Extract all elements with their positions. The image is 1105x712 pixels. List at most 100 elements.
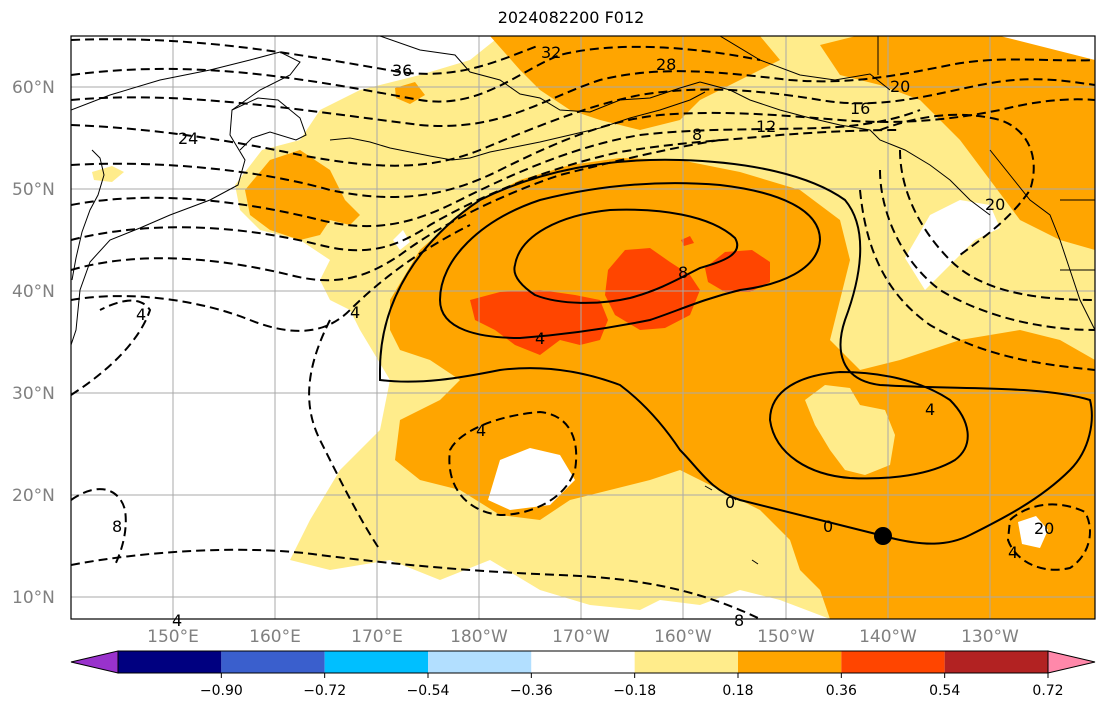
contour-8-sw <box>71 488 127 566</box>
contour-label: 20 <box>890 77 910 96</box>
contour-label: 20 <box>985 195 1005 214</box>
contour-ne-2 <box>879 169 1095 331</box>
contour-label: 12 <box>756 117 776 136</box>
contour-4-west <box>71 224 471 332</box>
coast-canada-border <box>877 36 1095 271</box>
coast-asia <box>71 51 301 346</box>
contour-label: 28 <box>656 55 676 74</box>
colorbar-segment <box>944 651 1048 673</box>
contour-16 <box>71 109 921 228</box>
contour-label: 4 <box>1008 543 1018 562</box>
colorbar-segment <box>841 651 945 673</box>
colorbar-tick-label: −0.36 <box>510 683 553 699</box>
colorbar-extend-high <box>1047 650 1096 674</box>
coast-japan <box>71 149 105 281</box>
contour-label: 8 <box>734 611 744 630</box>
contour-label-group: 36 32 28 24 20 16 12 8 8 4 4 0 0 4 4 4 4… <box>112 43 1054 630</box>
coast-na-west <box>989 149 1095 331</box>
colorbar-tick-label: 0.72 <box>1032 683 1063 699</box>
lon-axis: 150°E 160°E 170°E 180°W 170°W 160°W 150°… <box>147 627 1019 647</box>
contour-label: 36 <box>392 61 412 80</box>
contour-ne-1 <box>899 149 1095 301</box>
lat-label: 60°N <box>12 78 55 98</box>
colorbar-tick-label: −0.90 <box>200 683 243 699</box>
lon-label: 170°E <box>351 627 403 647</box>
colorbar-tick-label: −0.54 <box>407 683 450 699</box>
contour-label: 4 <box>535 329 545 348</box>
map-frame <box>70 35 1096 620</box>
coast-alaska-west <box>379 36 701 113</box>
lon-label: 170°W <box>552 627 610 647</box>
contour-label: 8 <box>112 517 122 536</box>
map-title: 2024082200 F012 <box>497 8 645 27</box>
shade-yellow-island-1 <box>805 385 895 475</box>
shade-orange-west <box>245 150 360 240</box>
contour-8-south <box>71 548 761 619</box>
colorbar-tick-label: 0.36 <box>826 683 857 699</box>
lat-axis: 60°N 50°N 40°N 30°N 20°N 10°N <box>12 78 55 608</box>
shade-orange-north <box>490 36 780 130</box>
shade-red-4 <box>681 236 694 246</box>
contour-label: 4 <box>476 421 486 440</box>
storm-center-marker <box>874 527 892 545</box>
contour-0 <box>379 158 1093 545</box>
contour-8-inner <box>513 208 739 304</box>
lat-label: 30°N <box>12 384 55 404</box>
contour-label: 0 <box>823 517 833 536</box>
colorbar-segment <box>531 651 635 673</box>
contour-label: 4 <box>136 305 146 324</box>
contour-label: 24 <box>178 129 198 148</box>
shade-white-hole-3 <box>1018 516 1048 548</box>
contour-label: 4 <box>172 611 182 630</box>
contour-label: 16 <box>850 99 870 118</box>
contour-32 <box>71 45 761 103</box>
shade-orange-main <box>390 158 1095 619</box>
lon-label: 150°E <box>147 627 199 647</box>
colorbar-segment <box>634 651 738 673</box>
colorbar-tick-label: −0.18 <box>613 683 656 699</box>
lon-label: 140°W <box>859 627 917 647</box>
contour-4-high <box>768 370 969 480</box>
contour-label: 4 <box>925 400 935 419</box>
colorbar-tick-label: −0.72 <box>303 683 346 699</box>
colorbar-extend-low <box>70 650 119 674</box>
colorbar-tick-label: 0.54 <box>929 683 960 699</box>
coast-alaska-south <box>699 81 991 216</box>
lon-label: 130°W <box>961 627 1019 647</box>
dashed-contours <box>71 38 1095 619</box>
shade-red-1 <box>470 290 608 355</box>
lat-label: 10°N <box>12 588 55 608</box>
contour-label: 20 <box>1034 519 1054 538</box>
lon-label: 150°W <box>757 627 815 647</box>
lat-label: 50°N <box>12 180 55 200</box>
shade-red-2 <box>605 248 700 330</box>
colorbar-segment <box>221 651 325 673</box>
lat-label: 40°N <box>12 282 55 302</box>
contour-24 <box>71 78 1095 167</box>
contour-4-sw <box>71 299 152 396</box>
shade-white-hole-2 <box>905 200 1000 290</box>
colorbar-segment <box>324 651 428 673</box>
contour-label: 8 <box>692 125 702 144</box>
contour-36 <box>71 38 541 75</box>
lat-label: 20°N <box>12 486 55 506</box>
shade-yellow-spot <box>92 166 124 182</box>
contour-label: 0 <box>725 493 735 512</box>
colorbar-tick-label: 0.18 <box>722 683 753 699</box>
colorbar-segment <box>738 651 842 673</box>
contour-20-ne <box>879 113 1035 256</box>
colorbar-outline <box>117 650 1049 674</box>
coast-aleutians <box>329 91 706 161</box>
colorbar: −0.90 −0.72 −0.54 −0.36 −0.18 0.18 0.36 0.54 0.7… <box>70 650 1096 699</box>
coastlines <box>71 36 1095 565</box>
lon-label: 180°W <box>450 627 508 647</box>
colorbar-segment <box>118 651 222 673</box>
shade-white-hole-4 <box>393 230 410 250</box>
contour-ne-3 <box>859 189 1095 371</box>
coast-kamchatka <box>231 97 307 151</box>
lon-label: 160°W <box>654 627 712 647</box>
contour-4-se <box>1006 503 1091 571</box>
colorbar-segment <box>428 651 532 673</box>
solid-contours <box>379 158 1093 545</box>
